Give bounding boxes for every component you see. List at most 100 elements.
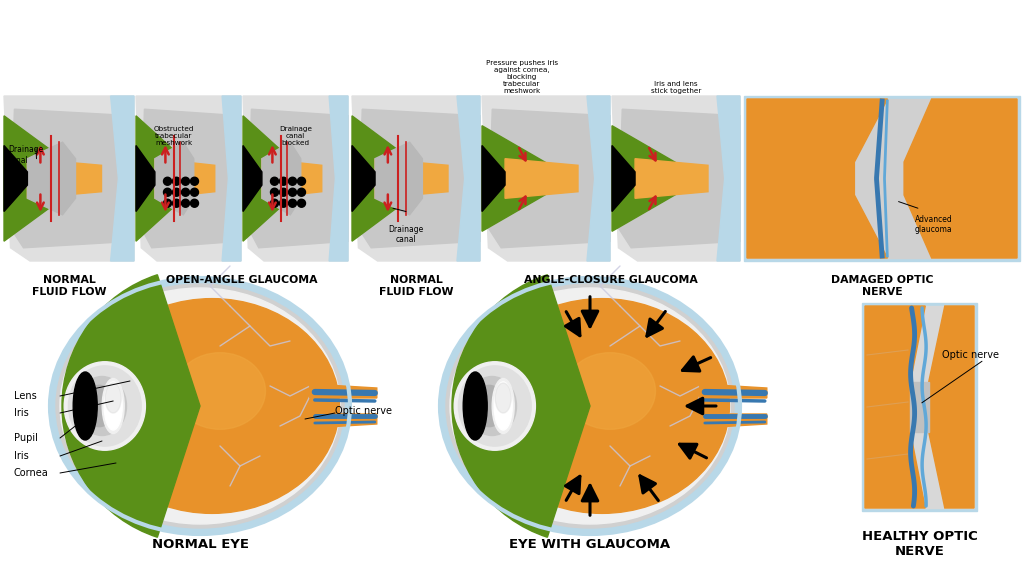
Polygon shape <box>262 159 322 198</box>
Text: EYE WITH GLAUCOMA: EYE WITH GLAUCOMA <box>509 537 671 550</box>
Text: Optic nerve: Optic nerve <box>335 406 392 416</box>
Polygon shape <box>136 146 155 211</box>
Polygon shape <box>4 146 28 211</box>
Ellipse shape <box>84 385 115 427</box>
Text: Drainage
canal: Drainage canal <box>8 146 43 165</box>
Text: Pupil: Pupil <box>14 433 38 443</box>
Circle shape <box>181 199 189 207</box>
Polygon shape <box>375 159 449 198</box>
Polygon shape <box>28 159 101 198</box>
Circle shape <box>190 188 199 196</box>
Polygon shape <box>904 99 1017 258</box>
Ellipse shape <box>496 383 511 413</box>
Polygon shape <box>457 96 480 261</box>
Ellipse shape <box>459 366 531 446</box>
Circle shape <box>190 177 199 185</box>
Circle shape <box>289 188 297 196</box>
Text: Optic nerve: Optic nerve <box>942 350 999 360</box>
Polygon shape <box>482 96 610 261</box>
Bar <box>746 99 1017 258</box>
Ellipse shape <box>495 382 512 430</box>
Bar <box>744 96 1020 261</box>
Ellipse shape <box>564 353 655 429</box>
Polygon shape <box>746 99 888 258</box>
Polygon shape <box>358 109 480 248</box>
Text: NORMAL EYE: NORMAL EYE <box>152 537 249 550</box>
Polygon shape <box>618 109 740 248</box>
Polygon shape <box>28 142 76 215</box>
Polygon shape <box>612 146 635 211</box>
Ellipse shape <box>440 278 740 534</box>
Ellipse shape <box>174 353 265 429</box>
Text: Iris: Iris <box>14 451 29 461</box>
Polygon shape <box>699 414 767 428</box>
Circle shape <box>181 177 189 185</box>
Circle shape <box>172 199 180 207</box>
Bar <box>243 96 348 261</box>
Polygon shape <box>155 159 215 198</box>
Polygon shape <box>910 382 929 432</box>
Polygon shape <box>136 116 190 241</box>
Polygon shape <box>310 414 377 428</box>
Circle shape <box>280 177 288 185</box>
Polygon shape <box>10 109 134 248</box>
Circle shape <box>164 188 171 196</box>
Polygon shape <box>243 96 348 261</box>
Ellipse shape <box>105 383 121 413</box>
Circle shape <box>181 188 189 196</box>
Ellipse shape <box>102 379 124 433</box>
Bar <box>4 96 134 261</box>
Text: Iris: Iris <box>14 408 29 418</box>
Wedge shape <box>452 275 590 537</box>
Ellipse shape <box>446 284 734 528</box>
Ellipse shape <box>104 382 122 430</box>
Polygon shape <box>482 146 505 211</box>
Polygon shape <box>136 96 241 261</box>
Polygon shape <box>222 96 241 261</box>
Circle shape <box>270 199 279 207</box>
Bar <box>865 306 974 508</box>
Polygon shape <box>612 126 686 231</box>
Text: Obstructed
trabecular
meshwork: Obstructed trabecular meshwork <box>154 126 195 146</box>
Ellipse shape <box>468 376 516 436</box>
Polygon shape <box>612 96 740 261</box>
Text: Pressure pushes iris
against cornea,
blocking
trabecular
meshwork: Pressure pushes iris against cornea, blo… <box>486 60 558 94</box>
Text: Drainage
canal
blocked: Drainage canal blocked <box>279 126 312 146</box>
Circle shape <box>164 177 171 185</box>
Polygon shape <box>352 146 375 211</box>
Circle shape <box>172 177 180 185</box>
Circle shape <box>270 188 279 196</box>
Text: NORMAL
FLUID FLOW: NORMAL FLUID FLOW <box>32 275 106 296</box>
Bar <box>612 96 740 261</box>
Circle shape <box>298 199 305 207</box>
Polygon shape <box>141 109 241 248</box>
Polygon shape <box>699 384 767 398</box>
Ellipse shape <box>65 362 145 451</box>
Text: Drainage
canal: Drainage canal <box>388 225 424 244</box>
Polygon shape <box>111 96 134 261</box>
Polygon shape <box>505 159 578 198</box>
Polygon shape <box>243 116 298 241</box>
Polygon shape <box>310 384 377 398</box>
Text: Lens: Lens <box>14 391 37 401</box>
Circle shape <box>270 177 279 185</box>
Ellipse shape <box>78 376 127 436</box>
Polygon shape <box>587 96 610 261</box>
Circle shape <box>298 177 305 185</box>
Bar <box>862 303 977 511</box>
Ellipse shape <box>50 278 350 534</box>
Ellipse shape <box>85 299 339 513</box>
Ellipse shape <box>69 366 141 446</box>
Text: Iris and lens
stick together: Iris and lens stick together <box>651 81 701 94</box>
Polygon shape <box>4 96 134 261</box>
Polygon shape <box>4 116 72 241</box>
Polygon shape <box>488 109 610 248</box>
Text: ANGLE-CLOSURE GLAUCOMA: ANGLE-CLOSURE GLAUCOMA <box>524 275 698 285</box>
Circle shape <box>280 188 288 196</box>
Circle shape <box>289 199 297 207</box>
Ellipse shape <box>474 385 505 427</box>
Bar <box>136 96 241 261</box>
Ellipse shape <box>474 299 729 513</box>
Polygon shape <box>329 96 348 261</box>
Text: DAMAGED OPTIC
NERVE: DAMAGED OPTIC NERVE <box>830 275 933 296</box>
